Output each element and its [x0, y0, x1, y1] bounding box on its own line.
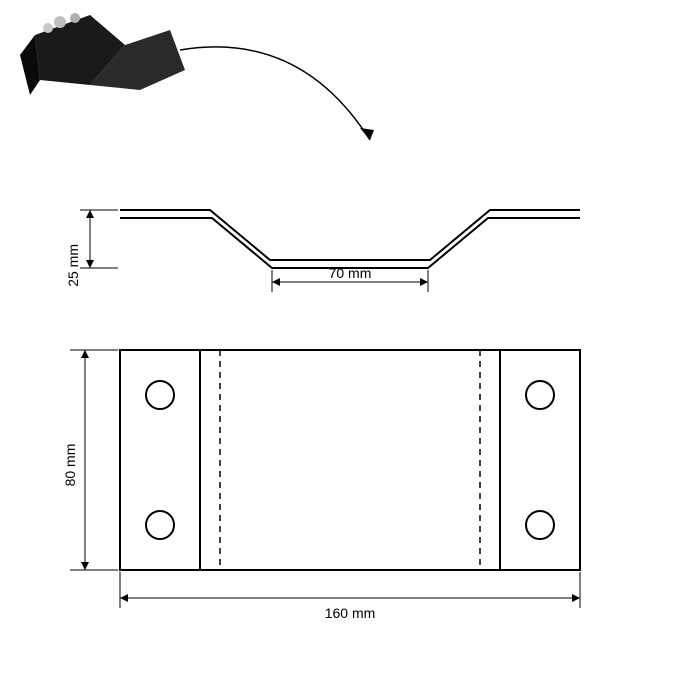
technical-drawing: 25 mm 70 mm 80 mm 160 mm: [0, 0, 700, 700]
dim-label-25: 25 mm: [65, 244, 81, 287]
dim-profile-height: 25 mm: [65, 210, 118, 287]
dim-plan-height: 80 mm: [62, 350, 118, 570]
mounting-hole: [146, 381, 174, 409]
dim-label-80: 80 mm: [62, 444, 78, 487]
dim-label-160: 160 mm: [325, 605, 376, 621]
mounting-hole: [526, 381, 554, 409]
product-thumbnail: [20, 13, 185, 95]
plan-view: [120, 350, 580, 570]
dim-plan-width: 160 mm: [120, 572, 580, 621]
dim-label-70: 70 mm: [329, 265, 372, 281]
profile-view: [120, 210, 580, 268]
mounting-hole: [146, 511, 174, 539]
callout-arrow: [180, 47, 374, 140]
mounting-hole: [526, 511, 554, 539]
dim-profile-base: 70 mm: [272, 265, 428, 292]
